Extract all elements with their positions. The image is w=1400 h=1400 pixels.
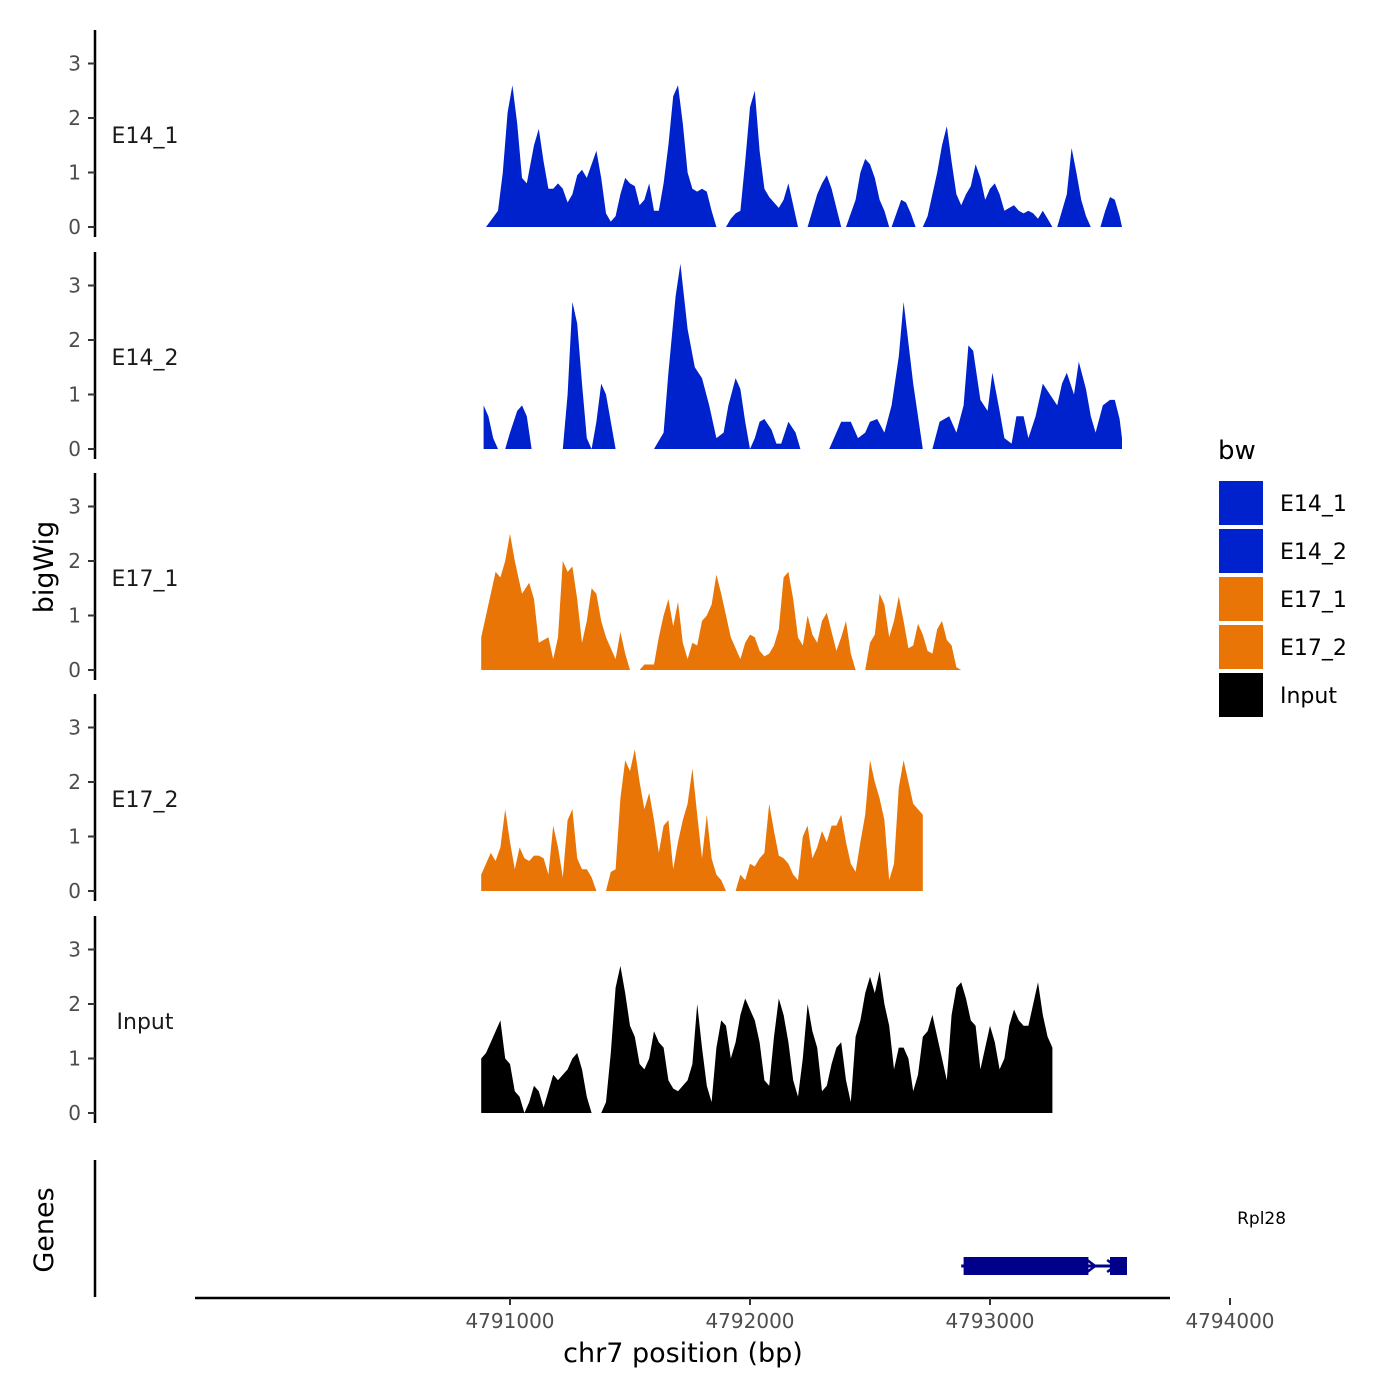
y-tick-label: 0 — [68, 658, 81, 682]
y-tick-label: 2 — [68, 106, 81, 130]
y-tick-label: 1 — [68, 161, 81, 185]
legend-label-e17-1: E17_1 — [1280, 588, 1347, 613]
y-tick-label: 0 — [68, 437, 81, 461]
y-tick-label: 3 — [68, 938, 81, 962]
legend-label-e14-1: E14_1 — [1280, 492, 1347, 517]
legend-swatch-input — [1219, 673, 1263, 717]
y-tick-label: 0 — [68, 215, 81, 239]
y-tick-label: 1 — [68, 383, 81, 407]
coverage-area-e17-1 — [481, 533, 962, 670]
panel-input: 0 1 2 3 Input — [68, 916, 1053, 1125]
legend-swatch-e14-2 — [1219, 529, 1263, 573]
genes-axis-title: Genes — [29, 1187, 60, 1272]
legend-label-e14-2: E14_2 — [1280, 540, 1347, 565]
panel-e14-1: 0 1 2 3 E14_1 — [68, 30, 1122, 239]
track-label-input: Input — [117, 1010, 174, 1035]
coverage-area-e17-2 — [481, 749, 923, 891]
y-tick-label: 2 — [68, 992, 81, 1016]
y-tick-label: 3 — [68, 52, 81, 76]
x-tick-label: 4791000 — [465, 1309, 554, 1333]
legend: bw E14_1 E14_2 E17_1 E17_2 Input — [1218, 436, 1347, 717]
x-tick-label: 4794000 — [1185, 1309, 1274, 1333]
y-tick-label: 1 — [68, 825, 81, 849]
legend-swatch-e17-1 — [1219, 577, 1263, 621]
gene-exon — [1110, 1257, 1127, 1275]
legend-title: bw — [1218, 436, 1256, 466]
y-tick-label: 2 — [68, 549, 81, 573]
panel-e17-2: 0 1 2 3 E17_2 — [68, 694, 923, 903]
genes-panel: Rpl28 — [93, 1160, 1286, 1297]
strand-arrow — [1086, 1259, 1098, 1273]
coverage-area-e14-1 — [486, 85, 1122, 227]
y-axis-title: bigWig — [29, 521, 60, 614]
legend-label-e17-2: E17_2 — [1280, 636, 1347, 661]
y-tick-label: 0 — [68, 879, 81, 903]
track-label-e14-1: E14_1 — [112, 124, 179, 149]
coverage-area-e14-2 — [483, 263, 1123, 449]
y-tick-label: 0 — [68, 1101, 81, 1125]
panel-e17-1: 0 1 2 3 E17_1 — [68, 473, 962, 682]
legend-label-input: Input — [1280, 684, 1337, 709]
track-label-e14-2: E14_2 — [112, 346, 179, 371]
legend-swatch-e14-1 — [1219, 481, 1263, 525]
panel-e14-2: 0 1 2 3 E14_2 — [68, 252, 1123, 461]
x-axis-title: chr7 position (bp) — [563, 1338, 803, 1369]
coverage-area-input — [481, 965, 1053, 1113]
legend-swatch-e17-2 — [1219, 625, 1263, 669]
y-tick-label: 1 — [68, 1047, 81, 1071]
y-tick-label: 3 — [68, 274, 81, 298]
coverage-panels: 0 1 2 3 E14_1 0 1 2 3 E14_2 0 1 2 3 E17_1 0 1 2 3 E17_2 0 1 2 3… — [68, 30, 1123, 1125]
x-tick-label: 4793000 — [945, 1309, 1034, 1333]
x-tick-label: 4792000 — [705, 1309, 794, 1333]
y-tick-label: 2 — [68, 328, 81, 352]
y-tick-label: 1 — [68, 604, 81, 628]
track-label-e17-1: E17_1 — [112, 567, 179, 592]
y-tick-label: 2 — [68, 770, 81, 794]
y-tick-label: 3 — [68, 495, 81, 519]
track-label-e17-2: E17_2 — [112, 788, 179, 813]
y-tick-label: 3 — [68, 716, 81, 740]
gene-exon — [963, 1257, 1089, 1275]
gene-label: Rpl28 — [1237, 1209, 1286, 1229]
x-axis: 4791000 4792000 4793000 4794000 — [195, 1296, 1275, 1333]
